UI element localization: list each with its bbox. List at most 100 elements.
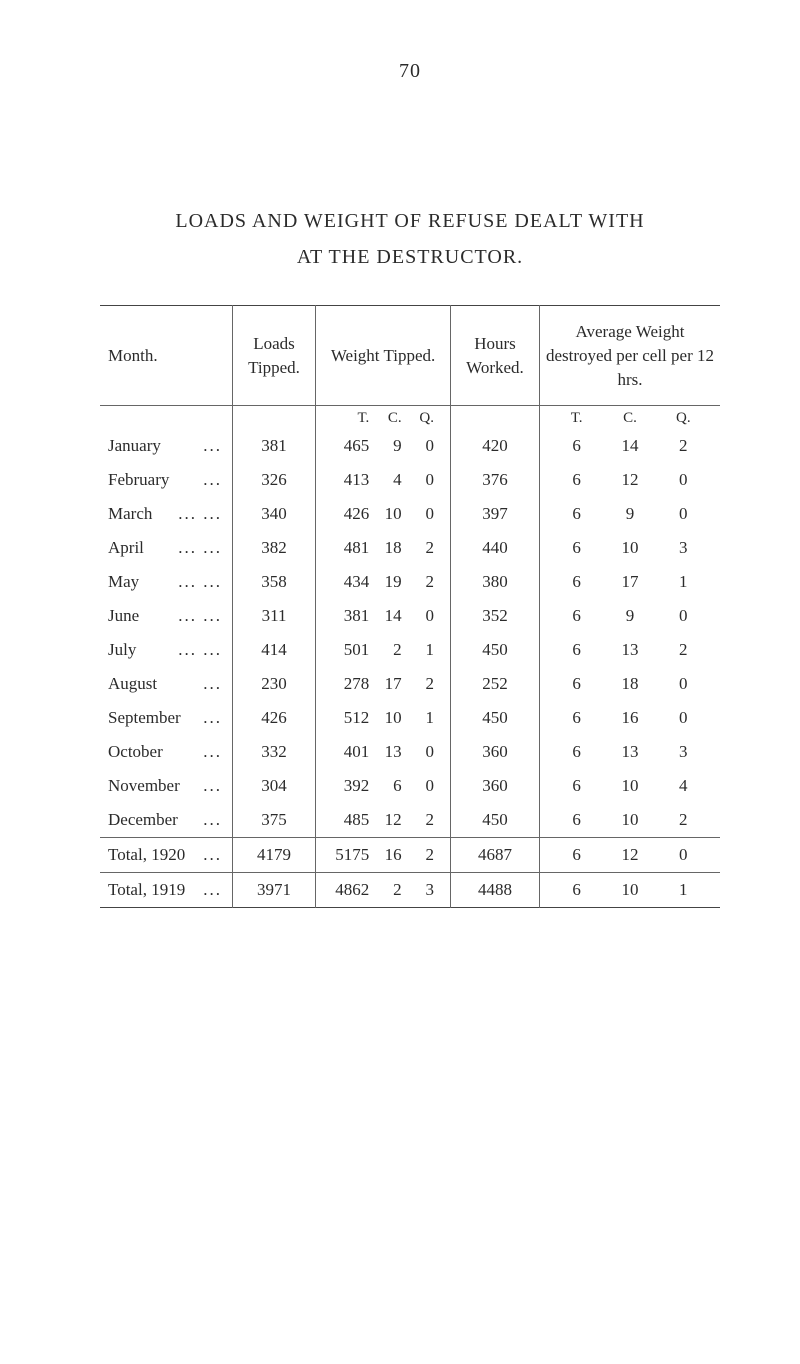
- dots: ... ...: [178, 640, 222, 660]
- avg-cell: 690: [544, 504, 716, 524]
- month-name: June: [108, 606, 139, 626]
- loads-cell: 375: [232, 803, 315, 838]
- unit-t: T.: [550, 410, 603, 427]
- month-cell: August...: [108, 674, 228, 694]
- avg-cell: 6180: [544, 674, 716, 694]
- avg-cell: 6132: [544, 640, 716, 660]
- weight-units: T. C. Q.: [320, 410, 446, 427]
- hours-cell: 440: [451, 531, 540, 565]
- hours-cell: 352: [451, 599, 540, 633]
- weight-cell: 278172: [320, 674, 446, 694]
- weight-cell: 381140: [320, 606, 446, 626]
- table-row: May... ...3584341923806171: [100, 565, 720, 599]
- month-cell: Total, 1920...: [108, 845, 228, 865]
- dots: ...: [203, 708, 222, 728]
- avg-cell: 6104: [544, 776, 716, 796]
- hours-cell: 450: [451, 803, 540, 838]
- weight-cell: 512101: [320, 708, 446, 728]
- unit-t: T.: [326, 410, 369, 427]
- avg-cell: 6142: [544, 436, 716, 456]
- month-cell: May... ...: [108, 572, 228, 592]
- units-row: T. C. Q. T. C. Q.: [100, 406, 720, 430]
- table-body: January...381465904206142February...3264…: [100, 429, 720, 838]
- title-line-2: AT THE DESTRUCTOR.: [297, 246, 523, 268]
- hours-cell: 420: [451, 429, 540, 463]
- avg-cell: 6102: [544, 810, 716, 830]
- weight-cell: 486223: [320, 880, 446, 900]
- hours-cell: 450: [451, 633, 540, 667]
- month-cell: February...: [108, 470, 228, 490]
- hours-cell: 360: [451, 735, 540, 769]
- dots: ... ...: [178, 504, 222, 524]
- avg-cell: 6103: [544, 538, 716, 558]
- table-row: August...2302781722526180: [100, 667, 720, 701]
- loads-cell: 230: [232, 667, 315, 701]
- unit-q: Q.: [402, 410, 440, 427]
- hours-cell: 376: [451, 463, 540, 497]
- table-row: February...326413403766120: [100, 463, 720, 497]
- dots: ... ...: [178, 572, 222, 592]
- avg-cell: 6120: [544, 845, 716, 865]
- month-name: Total, 1919: [108, 880, 185, 900]
- hours-cell: 252: [451, 667, 540, 701]
- table-row: Total, 1919...397148622344886101: [100, 873, 720, 908]
- month-cell: April ... ...: [108, 538, 228, 558]
- month-name: February: [108, 470, 169, 490]
- weight-cell: 39260: [320, 776, 446, 796]
- title-line-1: LOADS AND WEIGHT OF REFUSE DEALT WITH: [175, 210, 644, 232]
- hours-cell: 4488: [451, 873, 540, 908]
- header-row: Month. Loads Tipped. Weight Tipped. Hour…: [100, 306, 720, 406]
- weight-cell: 481182: [320, 538, 446, 558]
- loads-cell: 382: [232, 531, 315, 565]
- loads-cell: 414: [232, 633, 315, 667]
- month-name: October: [108, 742, 163, 762]
- unit-c: C.: [369, 410, 401, 427]
- month-name: November: [108, 776, 180, 796]
- dots: ...: [203, 436, 222, 456]
- month-cell: July... ...: [108, 640, 228, 660]
- month-name: Total, 1920: [108, 845, 185, 865]
- hours-cell: 380: [451, 565, 540, 599]
- avg-cell: 690: [544, 606, 716, 626]
- table-row: June... ...311381140352690: [100, 599, 720, 633]
- dots: ...: [203, 880, 222, 900]
- loads-cell: 3971: [232, 873, 315, 908]
- month-cell: Total, 1919...: [108, 880, 228, 900]
- month-name: September: [108, 708, 181, 728]
- weight-cell: 41340: [320, 470, 446, 490]
- header-avg: Average Weight destroyed per cell per 12…: [539, 306, 720, 406]
- month-cell: October...: [108, 742, 228, 762]
- table-row: November...304392603606104: [100, 769, 720, 803]
- weight-cell: 434192: [320, 572, 446, 592]
- dots: ...: [203, 742, 222, 762]
- table-row: December...3754851224506102: [100, 803, 720, 838]
- document-page: 70 LOADS AND WEIGHT OF REFUSE DEALT WITH…: [0, 0, 800, 968]
- month-name: April: [108, 538, 144, 558]
- dots: ... ...: [178, 538, 222, 558]
- avg-cell: 6120: [544, 470, 716, 490]
- dots: ...: [203, 810, 222, 830]
- page-number: 70: [100, 60, 720, 83]
- refuse-table: Month. Loads Tipped. Weight Tipped. Hour…: [100, 305, 720, 908]
- month-name: January: [108, 436, 161, 456]
- unit-c: C.: [604, 410, 657, 427]
- loads-cell: 332: [232, 735, 315, 769]
- month-cell: March... ...: [108, 504, 228, 524]
- month-cell: November...: [108, 776, 228, 796]
- dots: ...: [203, 674, 222, 694]
- unit-q: Q.: [657, 410, 710, 427]
- month-name: December: [108, 810, 178, 830]
- loads-cell: 426: [232, 701, 315, 735]
- header-loads: Loads Tipped.: [232, 306, 315, 406]
- weight-cell: 401130: [320, 742, 446, 762]
- loads-cell: 358: [232, 565, 315, 599]
- hours-cell: 397: [451, 497, 540, 531]
- avg-cell: 6101: [544, 880, 716, 900]
- table-row: January...381465904206142: [100, 429, 720, 463]
- weight-cell: 5175162: [320, 845, 446, 865]
- table-row: July... ...414501214506132: [100, 633, 720, 667]
- avg-cell: 6133: [544, 742, 716, 762]
- month-cell: June... ...: [108, 606, 228, 626]
- weight-cell: 46590: [320, 436, 446, 456]
- avg-cell: 6171: [544, 572, 716, 592]
